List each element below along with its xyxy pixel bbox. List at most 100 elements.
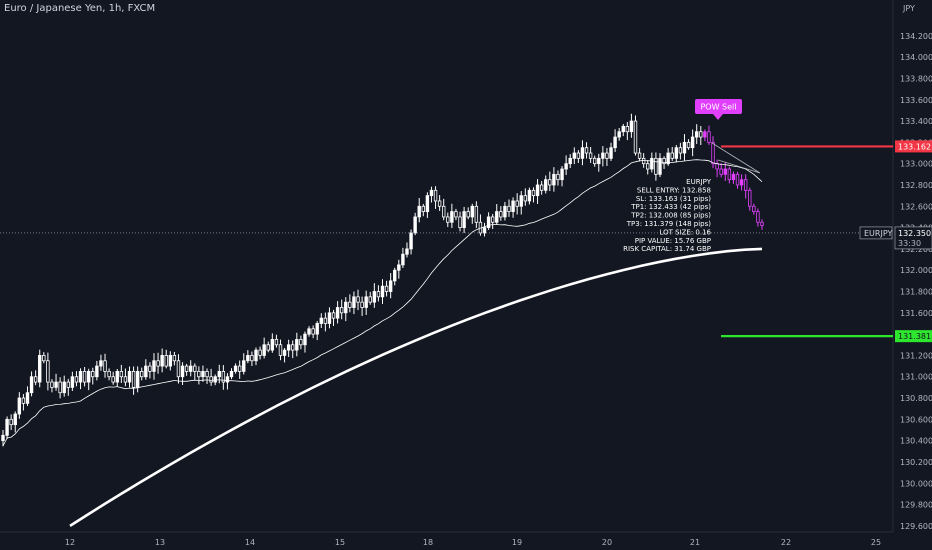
candle-body <box>327 312 332 324</box>
candle-body <box>42 355 46 362</box>
candle-body <box>66 381 70 388</box>
candle-body <box>21 397 26 404</box>
y-tick-label: 131.200 <box>900 351 932 360</box>
candle-body <box>446 216 450 223</box>
candle-body <box>495 211 499 223</box>
y-tick-label: 129.800 <box>900 501 932 510</box>
candle-body <box>140 371 144 378</box>
candle-body <box>458 216 462 228</box>
candle-body <box>731 173 736 181</box>
candle-body <box>315 323 319 335</box>
signal-label: POW Sell <box>700 103 736 112</box>
candle-body <box>339 307 344 314</box>
candle-body <box>462 211 466 228</box>
candle-body <box>217 371 221 378</box>
y-tick-label: 130.400 <box>900 437 932 446</box>
candle-body <box>499 211 503 218</box>
candle-body <box>9 418 13 426</box>
candle-body <box>205 371 209 378</box>
candle-body <box>168 355 173 367</box>
candle-body <box>629 120 634 133</box>
candle-body <box>225 376 230 383</box>
candle-body <box>560 168 564 181</box>
candle-body <box>123 376 128 383</box>
candle-body <box>699 131 703 138</box>
y-tick-label: 131.600 <box>900 309 932 318</box>
x-tick-label: 14 <box>245 538 255 547</box>
candle-body <box>466 211 470 218</box>
candle-body <box>193 365 197 372</box>
signal-info-line: PIP VALUE: 15.76 GBP <box>635 237 711 245</box>
candle-body <box>503 205 507 218</box>
candle-body <box>572 152 576 159</box>
candle-body <box>519 195 523 207</box>
candle-body <box>164 355 168 367</box>
candle-body <box>539 184 544 191</box>
candle-body <box>515 200 519 207</box>
candle-body <box>299 339 303 346</box>
candle-body <box>621 125 625 133</box>
candle-body <box>605 152 609 159</box>
y-tick-label: 129.600 <box>900 522 932 531</box>
signal-info-line: EURJPY <box>686 178 712 186</box>
y-tick-label: 133.600 <box>900 96 932 105</box>
candle-body <box>674 147 679 159</box>
candle-body <box>641 157 646 165</box>
candle-body <box>282 349 287 356</box>
candle-body <box>233 365 238 372</box>
candle-body <box>131 371 136 388</box>
candle-body <box>548 179 552 186</box>
candle-body <box>703 131 707 138</box>
candle-body <box>735 173 740 186</box>
candle-body <box>184 365 189 372</box>
candle-body <box>756 211 760 223</box>
candle-body <box>470 205 474 218</box>
current-price-tag <box>894 226 932 250</box>
candle-body <box>552 173 556 186</box>
y-tick-label: 134.000 <box>900 53 932 62</box>
candle-body <box>633 120 638 154</box>
x-tick-label: 12 <box>65 538 75 547</box>
signal-info-line: LOT SIZE: 0.16 <box>659 228 711 236</box>
price-axis[interactable] <box>893 0 932 550</box>
candle-body <box>450 211 454 223</box>
candle-body <box>5 418 9 436</box>
candle-body <box>197 371 201 378</box>
candle-body <box>86 371 91 383</box>
candle-body <box>286 344 291 351</box>
candle-body <box>331 312 336 319</box>
candle-body <box>201 371 205 378</box>
candle-body <box>250 355 254 362</box>
signal-badge-pointer <box>713 114 723 120</box>
candle-body <box>180 365 185 378</box>
candle-body <box>78 371 83 383</box>
candle-body <box>531 189 536 197</box>
candle-body <box>666 152 670 165</box>
candle-body <box>682 141 687 154</box>
candle-body <box>429 189 434 197</box>
candle-body <box>564 163 568 170</box>
candle-body <box>727 168 732 181</box>
y-tick-label: 132.800 <box>900 181 932 190</box>
x-tick-label: 18 <box>423 538 433 547</box>
candle-body <box>376 291 381 298</box>
currency-label: JPY <box>902 4 915 13</box>
candle-body <box>511 200 515 213</box>
candle-body <box>678 147 683 154</box>
y-tick-label: 132.000 <box>900 266 932 275</box>
candle-body <box>380 285 385 298</box>
candle-body <box>266 344 270 351</box>
candle-body <box>417 205 421 218</box>
y-tick-label: 133.000 <box>900 160 932 169</box>
y-tick-label: 130.800 <box>900 394 932 403</box>
y-tick-label: 130.000 <box>900 479 932 488</box>
candle-body <box>752 205 756 213</box>
candle-body <box>291 344 295 351</box>
candle-body <box>401 253 405 266</box>
candle-body <box>17 397 22 415</box>
candle-body <box>229 371 234 378</box>
candle-body <box>307 328 311 335</box>
candle-body <box>739 179 744 186</box>
candle-body <box>650 157 654 170</box>
